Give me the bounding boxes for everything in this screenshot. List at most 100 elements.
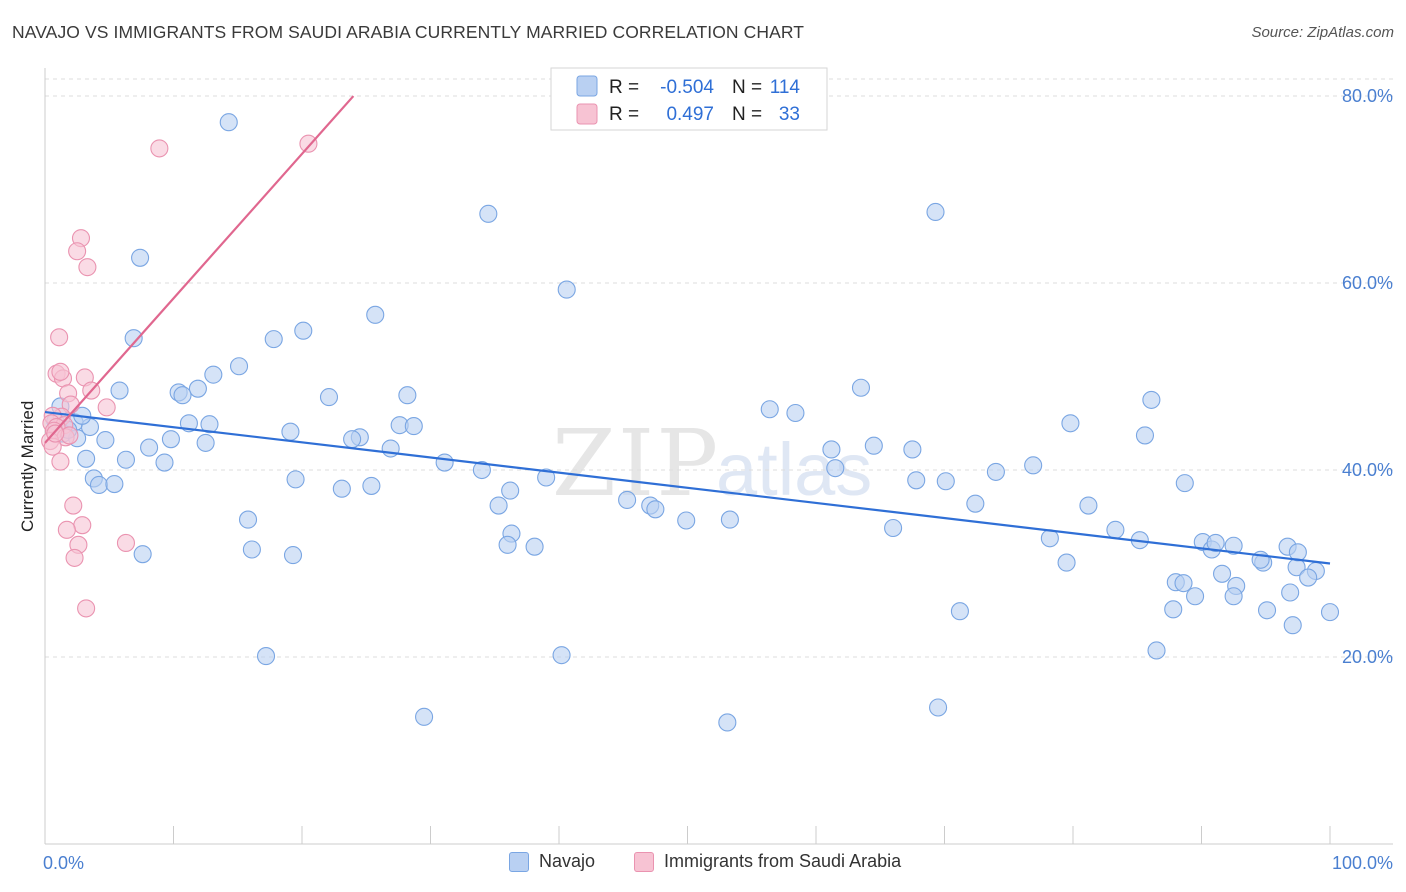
- navajo-point: [1213, 564, 1232, 583]
- navajo-point: [537, 468, 556, 487]
- navajo-point: [1106, 520, 1125, 539]
- navajo-point: [525, 537, 544, 556]
- legend-swatch-navajo: [576, 75, 598, 97]
- navajo-point: [489, 496, 508, 515]
- navajo-point: [677, 511, 696, 530]
- saudi-point: [51, 362, 70, 381]
- navajo-point: [760, 400, 779, 419]
- navajo-point: [907, 471, 926, 490]
- saudi-point: [73, 516, 92, 535]
- navajo-point: [479, 204, 498, 223]
- saudi-point: [78, 258, 97, 277]
- navajo-point: [929, 698, 948, 717]
- navajo-point: [557, 280, 576, 299]
- legend-item-navajo: Navajo: [509, 851, 595, 872]
- navajo-point: [1061, 414, 1080, 433]
- navajo-point: [1142, 390, 1161, 409]
- navajo-point: [229, 357, 249, 376]
- saudi-point: [57, 520, 76, 539]
- navajo-point: [1024, 456, 1043, 475]
- navajo-point: [1147, 641, 1166, 660]
- navajo-point: [986, 462, 1005, 481]
- legend-r-value-2: 0.497: [666, 104, 714, 125]
- x-tick-label-max: 100.0%: [1332, 853, 1393, 873]
- saudi-point: [150, 139, 169, 158]
- navajo-point: [950, 602, 969, 621]
- navajo-point: [362, 476, 381, 495]
- y-tick-label: 60.0%: [1342, 273, 1393, 293]
- navajo-point: [646, 500, 665, 519]
- navajo-point: [286, 470, 305, 489]
- saudi-point: [51, 452, 70, 471]
- navajo-point: [264, 330, 283, 349]
- navajo-point: [1283, 616, 1302, 635]
- navajo-point: [851, 378, 871, 397]
- navajo-point: [131, 248, 150, 267]
- navajo-point: [404, 417, 423, 436]
- saudi-trend-line: [44, 95, 355, 444]
- legend-r-label-1: R =: [609, 77, 639, 98]
- saudi-point: [46, 424, 65, 443]
- navajo-point: [1206, 533, 1225, 552]
- navajo-point: [332, 479, 351, 498]
- navajo-point: [283, 546, 303, 565]
- navajo-point: [133, 545, 152, 564]
- saudi-points: [41, 134, 318, 618]
- navajo-point: [1299, 568, 1318, 587]
- navajo-point: [1057, 553, 1076, 572]
- navajo-point: [864, 436, 883, 455]
- navajo-point: [966, 494, 985, 513]
- navajo-point: [77, 449, 96, 468]
- x-tick-labels: 0.0% 100.0%: [43, 853, 1393, 873]
- navajo-point: [1186, 587, 1205, 606]
- navajo-point: [718, 713, 737, 732]
- saudi-point: [64, 496, 83, 515]
- saudi-point: [77, 599, 96, 618]
- navajo-point: [1257, 601, 1277, 620]
- saudi-point: [68, 242, 87, 261]
- y-tick-label: 80.0%: [1342, 86, 1393, 106]
- legend-swatch-navajo-bottom: [509, 851, 529, 872]
- navajo-point: [256, 647, 276, 666]
- navajo-point: [552, 646, 571, 665]
- navajo-point: [618, 490, 637, 509]
- navajo-point: [1224, 536, 1243, 555]
- navajo-point: [1135, 426, 1155, 445]
- navajo-point: [281, 422, 300, 441]
- legend-n-value-1: 114: [770, 77, 801, 98]
- navajo-point: [294, 321, 313, 340]
- navajo-point: [204, 365, 223, 384]
- navajo-point: [1174, 574, 1193, 593]
- navajo-point: [1079, 496, 1098, 515]
- legend-n-label-1: N =: [732, 77, 762, 98]
- navajo-point: [242, 540, 261, 559]
- navajo-point: [89, 475, 109, 495]
- navajo-point: [116, 450, 136, 469]
- navajo-point: [188, 379, 207, 398]
- saudi-point: [97, 398, 116, 417]
- navajo-point: [161, 430, 180, 449]
- watermark-atlas: atlas: [716, 428, 872, 511]
- navajo-point: [884, 518, 903, 538]
- navajo-trend-line: [44, 410, 1331, 565]
- saudi-point: [50, 328, 69, 347]
- navajo-point: [398, 386, 417, 405]
- series-legend: Navajo Immigrants from Saudi Arabia: [0, 851, 1406, 881]
- saudi-point: [116, 533, 136, 552]
- navajo-point: [498, 535, 517, 554]
- navajo-point: [219, 113, 238, 132]
- navajo-point: [1164, 600, 1183, 619]
- navajo-point: [926, 202, 945, 222]
- legend-label-saudi: Immigrants from Saudi Arabia: [664, 851, 902, 871]
- legend-swatch-saudi: [576, 103, 598, 125]
- x-tick-label-min: 0.0%: [43, 853, 84, 873]
- navajo-point: [124, 329, 143, 348]
- trend-lines: [44, 95, 1331, 565]
- navajo-point: [786, 403, 805, 423]
- navajo-point: [105, 474, 124, 494]
- y-axis-label: Currently Married: [18, 401, 37, 532]
- navajo-point: [1320, 603, 1340, 622]
- legend-r-value-1: -0.504: [660, 77, 714, 98]
- legend-swatch-saudi-bottom: [634, 851, 654, 872]
